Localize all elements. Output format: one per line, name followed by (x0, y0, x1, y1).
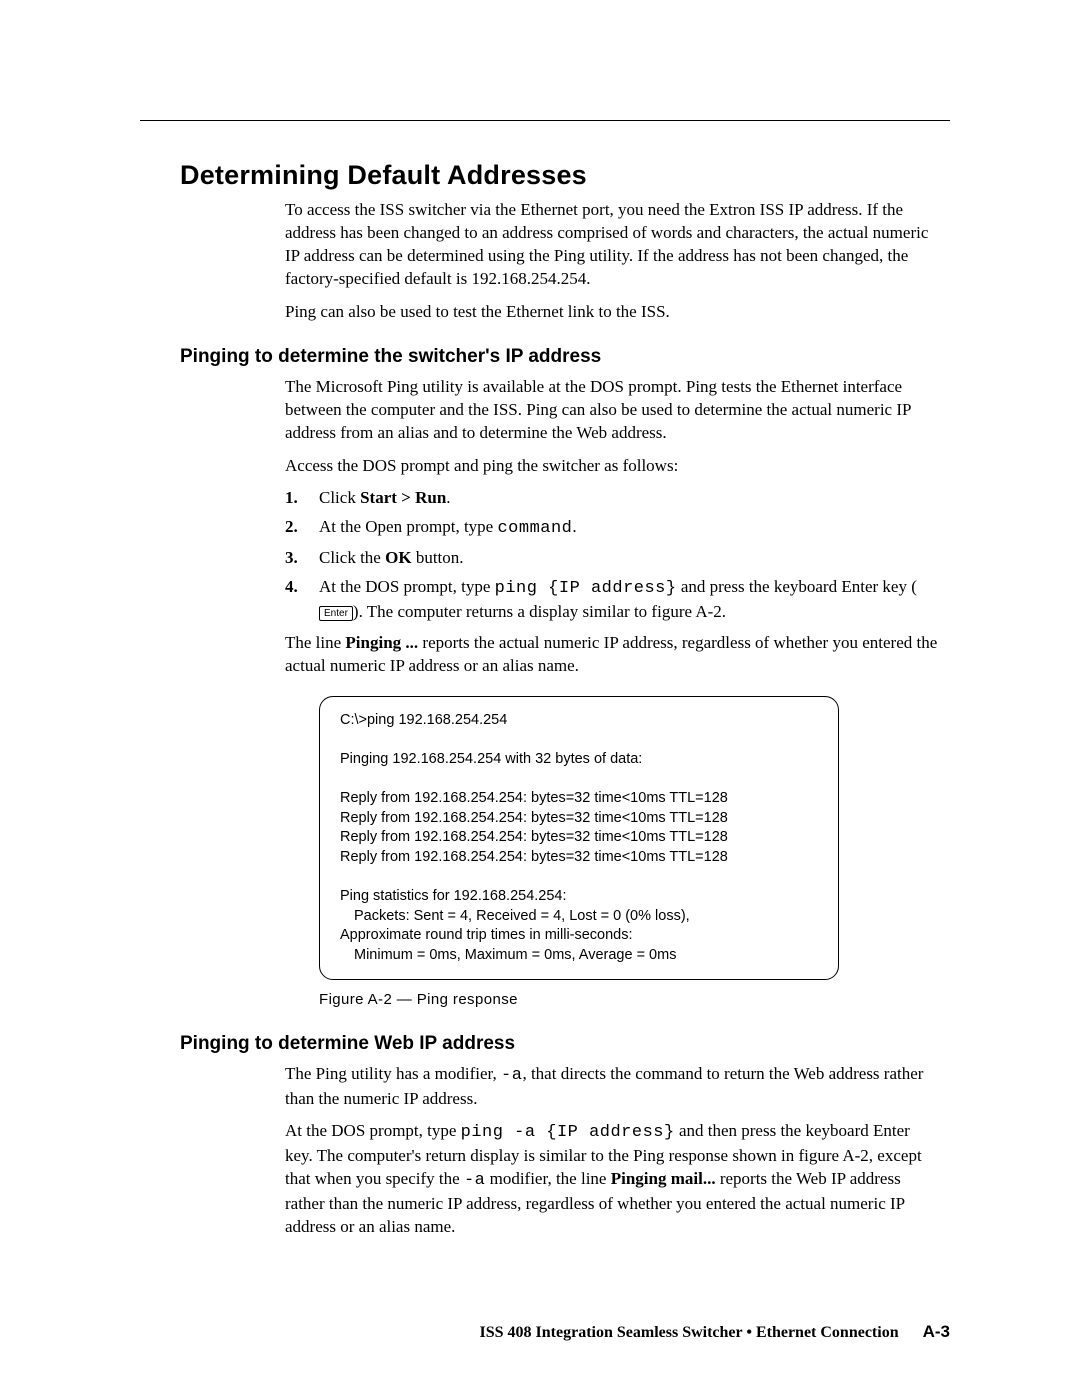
intro-p1: To access the ISS switcher via the Ether… (285, 199, 940, 291)
step-4-sub: The line Pinging ... reports the actual … (285, 632, 940, 678)
step-3-num: 3. (285, 547, 319, 570)
code-l9: Approximate round trip times in milli-se… (340, 927, 633, 943)
top-rule (140, 120, 950, 121)
step-1: 1. Click Start > Run. (285, 487, 940, 510)
code-l3: Reply from 192.168.254.254: bytes=32 tim… (340, 790, 728, 806)
footer-page-number: A-3 (923, 1322, 950, 1341)
step-2-text: At the Open prompt, type command. (319, 516, 940, 541)
step-3-text: Click the OK button. (319, 547, 940, 570)
intro-block: To access the ISS switcher via the Ether… (285, 199, 940, 324)
section-a-block: The Microsoft Ping utility is available … (285, 376, 940, 1011)
code-l5: Reply from 192.168.254.254: bytes=32 tim… (340, 829, 728, 845)
heading-sub-a: Pinging to determine the switcher's IP a… (180, 346, 940, 368)
sec-a-p1: The Microsoft Ping utility is available … (285, 376, 940, 445)
step-2: 2. At the Open prompt, type command. (285, 516, 940, 541)
page-footer: ISS 408 Integration Seamless Switcher • … (480, 1322, 950, 1342)
ping-output-box: C:\>ping 192.168.254.254 Pinging 192.168… (319, 696, 839, 980)
enter-key-icon: Enter (319, 606, 353, 621)
code-l1: C:\>ping 192.168.254.254 (340, 712, 507, 728)
step-4-num: 4. (285, 576, 319, 624)
heading-sub-b: Pinging to determine Web IP address (180, 1033, 940, 1055)
sec-a-p2: Access the DOS prompt and ping the switc… (285, 455, 940, 478)
sec-b-p1: The Ping utility has a modifier, -a, tha… (285, 1063, 940, 1111)
step-4: 4. At the DOS prompt, type ping {IP addr… (285, 576, 940, 624)
code-l8: Packets: Sent = 4, Received = 4, Lost = … (340, 907, 818, 927)
code-l6: Reply from 192.168.254.254: bytes=32 tim… (340, 849, 728, 865)
step-1-text: Click Start > Run. (319, 487, 940, 510)
step-3: 3. Click the OK button. (285, 547, 940, 570)
step-1-num: 1. (285, 487, 319, 510)
intro-p2: Ping can also be used to test the Ethern… (285, 301, 940, 324)
step-2-num: 2. (285, 516, 319, 541)
code-l2: Pinging 192.168.254.254 with 32 bytes of… (340, 751, 642, 767)
code-l10: Minimum = 0ms, Maximum = 0ms, Average = … (340, 946, 818, 966)
steps-list: 1. Click Start > Run. 2. At the Open pro… (285, 487, 940, 624)
figure-caption: Figure A-2 — Ping response (319, 990, 940, 1010)
section-b-block: The Ping utility has a modifier, -a, tha… (285, 1063, 940, 1240)
heading-main: Determining Default Addresses (180, 160, 940, 191)
sec-b-p2: At the DOS prompt, type ping -a {IP addr… (285, 1120, 940, 1239)
code-l7: Ping statistics for 192.168.254.254: (340, 888, 567, 904)
code-l4: Reply from 192.168.254.254: bytes=32 tim… (340, 810, 728, 826)
step-4-text: At the DOS prompt, type ping {IP address… (319, 576, 940, 624)
page-container: Determining Default Addresses To access … (0, 0, 1080, 1397)
footer-text: ISS 408 Integration Seamless Switcher • … (480, 1324, 899, 1341)
